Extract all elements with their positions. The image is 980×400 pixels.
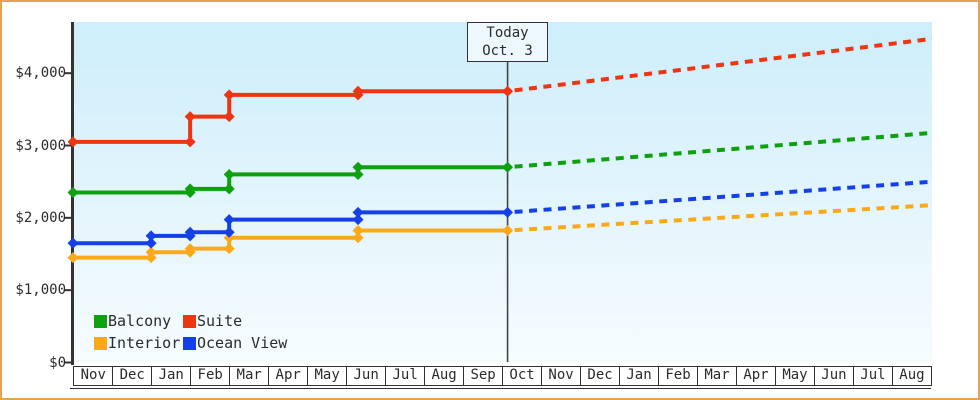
legend-item-suite: Suite (183, 313, 287, 329)
x-axis-month-row: Nov Dec Jan Feb Mar Apr May Jun Jul Aug Sep Oct Nov D… (73, 365, 933, 386)
x-axis-month: Apr (735, 365, 777, 386)
series-marker-ocean-view (352, 214, 364, 226)
today-marker-title: Today (486, 25, 529, 41)
legend: Balcony Suite Interior Ocean View (94, 313, 287, 351)
series-marker-interior (184, 243, 196, 255)
series-marker-interior (145, 246, 157, 258)
y-axis-label: $3,000 (15, 137, 66, 154)
y-axis-label: $0 (49, 354, 66, 371)
series-marker-balcony (184, 183, 196, 195)
x-axis-month: Sep (462, 365, 504, 386)
x-axis-month: Jun (345, 365, 387, 386)
x-axis-underline (70, 387, 931, 389)
series-marker-ocean-view (145, 230, 157, 242)
x-axis-month: Jan (150, 365, 192, 386)
x-axis-month: Aug (891, 365, 933, 386)
series-forecast-suite (514, 36, 933, 93)
series-marker-suite (223, 111, 235, 123)
legend-item-interior: Interior (94, 335, 183, 351)
y-axis-labels: $0 $1,000 $2,000 $3,000 $4,000 (2, 2, 66, 398)
legend-item-balcony: Balcony (94, 313, 183, 329)
x-axis-month: Jun (813, 365, 855, 386)
legend-swatch-icon (94, 336, 107, 350)
today-marker-box: Today Oct. 3 (467, 22, 548, 62)
series-marker-interior (352, 224, 364, 236)
legend-label: Interior (108, 334, 181, 352)
today-marker-date: Oct. 3 (482, 43, 533, 59)
series-marker-interior (502, 224, 514, 236)
x-axis-month: Mar (696, 365, 738, 386)
y-axis-label: $4,000 (15, 65, 66, 82)
y-axis-label: $2,000 (15, 209, 66, 226)
legend-swatch-icon (94, 314, 107, 328)
legend-swatch-icon (183, 336, 196, 350)
series-marker-ocean-view (352, 206, 364, 218)
x-axis-month: Dec (579, 365, 621, 386)
series-forecast-balcony (514, 130, 933, 169)
series-marker-ocean-view (223, 214, 235, 226)
x-axis-month: Mar (228, 365, 270, 386)
series-line-balcony (73, 165, 508, 195)
legend-item-ocean-view: Ocean View (183, 335, 287, 351)
x-axis-month: May (306, 365, 348, 386)
series-marker-balcony (352, 161, 364, 173)
series-marker-suite (184, 111, 196, 123)
series-marker-suite (184, 136, 196, 148)
series-forecast-interior (514, 203, 933, 233)
plot-area-background (73, 22, 932, 362)
series-marker-balcony (502, 161, 514, 173)
series-marker-interior (67, 252, 79, 264)
series-marker-suite (352, 85, 364, 97)
x-axis-month: Feb (657, 365, 699, 386)
series-marker-ocean-view (184, 226, 196, 238)
x-axis-month: Jan (618, 365, 660, 386)
series-marker-suite (502, 85, 514, 97)
series-marker-ocean-view (502, 206, 514, 218)
series-marker-ocean-view (145, 237, 157, 249)
x-axis-month: May (774, 365, 816, 386)
x-axis-month: Nov (73, 365, 114, 386)
series-marker-balcony (67, 187, 79, 199)
y-axis-label: $1,000 (15, 282, 66, 299)
series-marker-ocean-view (223, 226, 235, 238)
series-marker-interior (352, 232, 364, 244)
series-marker-balcony (352, 168, 364, 180)
series-marker-suite (223, 89, 235, 101)
series-marker-balcony (223, 183, 235, 195)
legend-label: Balcony (108, 312, 172, 330)
legend-swatch-icon (183, 314, 196, 328)
x-axis-month: Jul (852, 365, 894, 386)
series-line-suite (73, 89, 508, 144)
series-forecast-ocean-view (514, 179, 933, 214)
series-marker-balcony (223, 168, 235, 180)
x-axis-month: Oct (501, 365, 543, 386)
series-marker-ocean-view (67, 237, 79, 249)
x-axis-month: Apr (267, 365, 309, 386)
series-marker-suite (67, 136, 79, 148)
series-marker-interior (223, 243, 235, 255)
x-axis-month: Aug (423, 365, 465, 386)
x-axis-month: Jul (384, 365, 426, 386)
legend-label: Ocean View (197, 334, 288, 352)
x-axis-month: Nov (540, 365, 582, 386)
legend-label: Suite (197, 312, 243, 330)
x-axis-month: Dec (111, 365, 153, 386)
x-axis-month: Feb (189, 365, 231, 386)
